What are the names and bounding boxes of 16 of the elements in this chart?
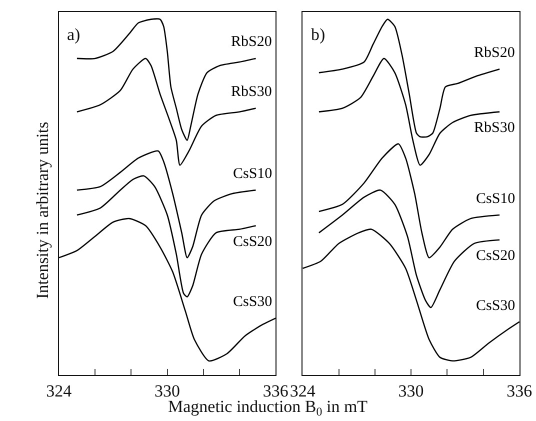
chart-title: b) [311,25,326,44]
y-axis-title: Intensity in arbitrary units [32,122,52,299]
series-label: CsS20 [476,248,516,264]
series-label: CsS30 [476,298,516,314]
series-label: RbS30 [231,84,272,100]
chart-title: a) [67,25,80,44]
series-label: RbS20 [231,34,272,50]
x-tick-label: 330 [398,382,424,401]
series-label: RbS20 [474,45,515,61]
series-label: CsS30 [233,294,272,310]
series-label: CsS10 [233,166,272,182]
series-label: CsS10 [476,191,516,207]
x-tick-label: 336 [506,382,532,401]
series-label: RbS30 [474,120,515,136]
x-tick-label: 324 [46,382,72,401]
series-label: CsS20 [233,234,272,250]
